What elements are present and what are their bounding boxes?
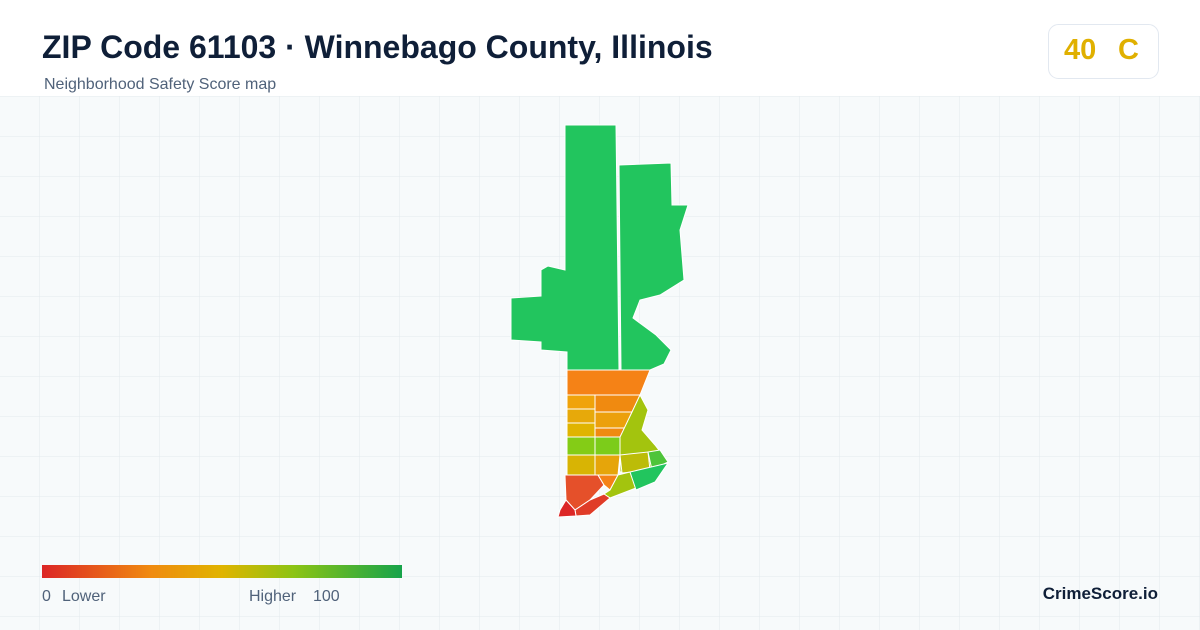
area	[566, 422, 596, 438]
score-box	[1048, 24, 1159, 79]
legend-max-label: Higher	[249, 588, 297, 605]
legend-min-label: Lower	[62, 588, 106, 605]
area	[594, 436, 621, 456]
score-grade: C	[1118, 34, 1139, 66]
score-value: 40	[1064, 34, 1097, 66]
area	[566, 369, 651, 396]
legend-max: 100	[313, 588, 340, 605]
area	[647, 449, 669, 471]
area	[594, 454, 621, 476]
area	[618, 162, 689, 371]
area	[629, 462, 670, 491]
legend-bar	[42, 565, 402, 578]
title: ZIP Code 61103 · Winnebago County, Illin…	[42, 29, 713, 65]
area	[566, 436, 596, 456]
area	[557, 499, 577, 518]
area	[566, 394, 596, 410]
legend-min: 0	[42, 588, 51, 605]
zip-area	[510, 124, 689, 518]
brand: CrimeScore.io	[1042, 584, 1158, 603]
subtitle: Neighborhood Safety Score map	[44, 76, 277, 93]
area	[566, 454, 596, 476]
area	[566, 408, 596, 424]
